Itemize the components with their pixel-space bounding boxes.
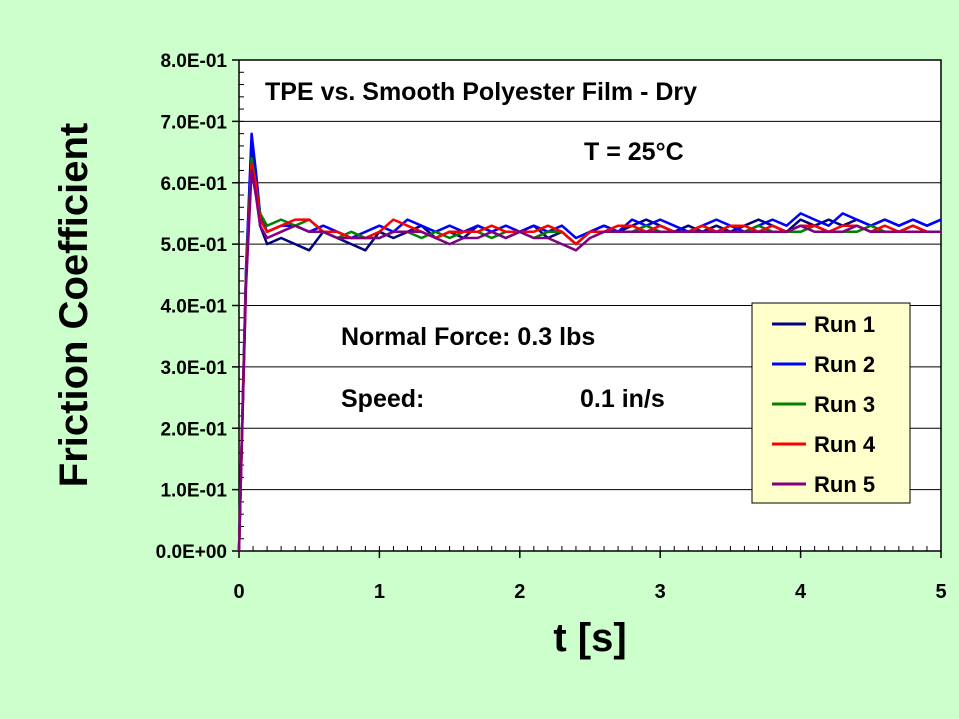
x-tick-label-2: 2 <box>514 581 525 603</box>
series-line-run-4 <box>237 163 941 552</box>
y-tick-label-1: 1.0E-01 <box>160 481 227 502</box>
y-tick-label-4: 4.0E-01 <box>160 297 227 318</box>
y-tick-label-0: 0.0E+00 <box>156 542 227 563</box>
y-tick-label-3: 3.0E-01 <box>160 358 227 379</box>
x-axis-label: t [s] <box>553 616 626 660</box>
series-line-run-5 <box>237 169 941 552</box>
x-tick-labels: 0 1 2 3 4 5 <box>233 581 946 603</box>
y-tick-labels: 0.0E+00 1.0E-01 2.0E-01 3.0E-01 4.0E-01 5.0E-… <box>156 51 228 563</box>
legend: Run 1 Run 2 Run 3 Run 4 Run 5 <box>751 302 911 504</box>
series-lines <box>237 132 942 552</box>
x-tick-label-3: 3 <box>655 581 666 603</box>
series-line-run-2 <box>237 132 942 552</box>
legend-label-run-3: Run 3 <box>814 392 875 417</box>
y-tick-label-7: 7.0E-01 <box>160 112 227 133</box>
speed-label-annotation: Speed: <box>341 385 424 413</box>
x-tick-label-0: 0 <box>233 581 244 603</box>
speed-value-annotation: 0.1 in/s <box>580 385 665 413</box>
legend-label-run-2: Run 2 <box>814 352 875 377</box>
y-tick-label-6: 6.0E-01 <box>160 174 227 195</box>
legend-label-run-5: Run 5 <box>814 472 875 497</box>
y-tick-label-8: 8.0E-01 <box>160 51 227 72</box>
chart-title: TPE vs. Smooth Polyester Film - Dry <box>265 78 697 106</box>
x-tick-label-4: 4 <box>795 581 807 603</box>
temperature-annotation: T = 25°C <box>584 138 684 166</box>
y-tick-label-5: 5.0E-01 <box>160 235 227 256</box>
normal-force-annotation: Normal Force: 0.3 lbs <box>341 323 595 351</box>
legend-label-run-4: Run 4 <box>814 432 876 457</box>
x-tick-label-5: 5 <box>935 581 946 603</box>
y-tick-label-2: 2.0E-01 <box>160 419 227 440</box>
x-tick-label-1: 1 <box>374 581 385 603</box>
legend-label-run-1: Run 1 <box>814 312 875 337</box>
y-axis-label: Friction Coefficient <box>52 123 96 487</box>
